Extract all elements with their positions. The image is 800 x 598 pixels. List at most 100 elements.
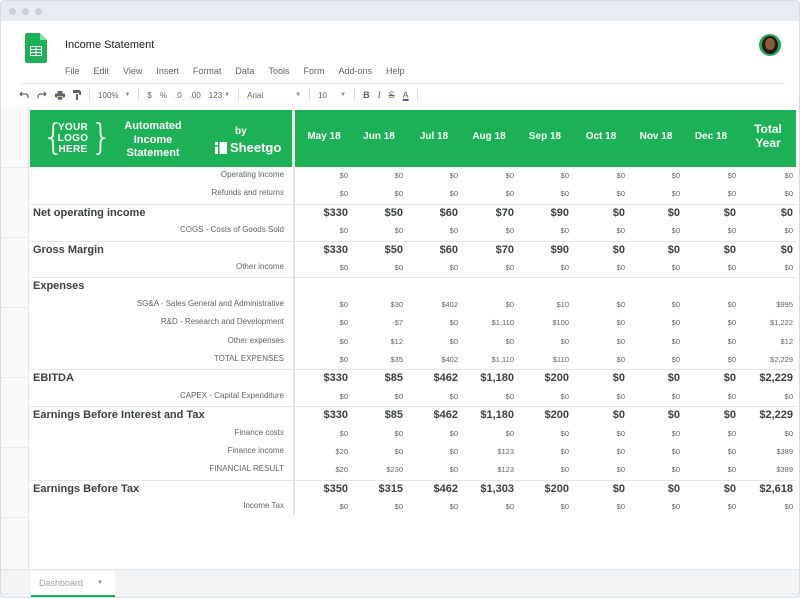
month-value-cell[interactable]: $0 — [723, 372, 736, 385]
window-dot-close[interactable] — [9, 7, 16, 15]
total-year-cell[interactable]: $389 — [776, 447, 793, 456]
month-value-cell[interactable]: $0 — [667, 372, 680, 385]
month-value-cell[interactable]: $0 — [616, 355, 625, 364]
statement-section-row[interactable]: Earnings Before Tax $350 $315 $462 $1,303 $20… — [30, 479, 796, 498]
total-year-cell[interactable]: $0 — [784, 171, 793, 180]
document-title[interactable]: Income Statement — [65, 39, 155, 51]
total-year-cell[interactable]: $995 — [776, 299, 793, 309]
month-value-cell[interactable]: $10 — [556, 299, 569, 309]
month-value-cell[interactable]: $315 — [378, 482, 403, 495]
month-value-cell[interactable]: $1,110 — [491, 318, 514, 328]
month-value-cell[interactable]: $0 — [727, 226, 736, 236]
month-value-cell[interactable]: $0 — [671, 171, 680, 180]
statement-section-row[interactable]: Earnings Before Interest and Tax $330 $85 $… — [30, 406, 796, 424]
month-value-cell[interactable]: $12 — [390, 336, 403, 346]
month-value-cell[interactable]: $0 — [339, 318, 348, 328]
total-year-cell[interactable]: $0 — [784, 263, 793, 272]
month-value-cell[interactable]: $200 — [544, 482, 569, 495]
month-value-cell[interactable]: $0 — [727, 447, 736, 456]
month-value-cell[interactable]: $230 — [386, 465, 403, 475]
month-value-cell[interactable]: $0 — [727, 336, 736, 346]
menu-tools[interactable]: Tools — [268, 66, 290, 76]
user-avatar[interactable] — [759, 34, 781, 56]
month-value-cell[interactable]: $0 — [394, 263, 403, 272]
statement-line-row[interactable]: Operating income $0 $0 $0 $0 $0 $0 $0 $0 $0 — [30, 167, 796, 185]
month-value-cell[interactable]: $0 — [723, 206, 736, 219]
statement-line-row[interactable]: Finance costs $0 $0 $0 $0 $0 $0 $0 $0 $0 — [30, 425, 796, 443]
month-value-cell[interactable]: $0 — [671, 391, 680, 401]
more-formats-button[interactable]: 123 ▼ — [205, 85, 234, 105]
month-value-cell[interactable]: $0 — [667, 206, 680, 219]
statement-section-row[interactable]: Net operating income $330 $50 $60 $70 $90 $0 $0… — [30, 203, 796, 222]
bold-button[interactable]: B — [363, 90, 370, 100]
month-value-cell[interactable]: $30 — [390, 299, 403, 309]
month-value-cell[interactable]: $0 — [723, 482, 736, 495]
statement-line-row[interactable]: Other expenses $0 $12 $0 $0 $0 $0 $0 $0 $12 — [30, 333, 796, 351]
month-value-cell[interactable]: $90 — [550, 206, 569, 219]
month-value-cell[interactable]: $0 — [505, 391, 514, 401]
menu-edit[interactable]: Edit — [93, 66, 110, 76]
menu-form[interactable]: Form — [303, 66, 325, 76]
month-value-cell[interactable]: $0 — [616, 447, 625, 456]
month-value-cell[interactable]: $0 — [671, 336, 680, 346]
month-value-cell[interactable]: $0 — [449, 428, 458, 438]
spreadsheet-grid[interactable]: { YOUR LOGO HERE } Automated Income Stat… — [1, 107, 799, 569]
month-value-cell[interactable]: $0 — [560, 336, 569, 346]
month-value-cell[interactable]: $70 — [495, 206, 514, 219]
month-value-cell[interactable]: $0 — [339, 226, 348, 236]
month-value-cell[interactable]: $0 — [727, 189, 736, 199]
month-value-cell[interactable]: $330 — [323, 409, 348, 422]
month-value-cell[interactable]: $0 — [339, 336, 348, 346]
month-value-cell[interactable]: $0 — [339, 263, 348, 272]
month-value-cell[interactable]: $0 — [612, 206, 625, 219]
month-value-cell[interactable]: $1,303 — [480, 482, 514, 495]
statement-line-row[interactable]: TOTAL EXPENSES $0 $35 $402 $1,110 $110 $0 $0 $0 $… — [30, 351, 796, 369]
month-value-cell[interactable]: $0 — [671, 263, 680, 272]
menu-data[interactable]: Data — [235, 66, 255, 76]
month-value-cell[interactable]: $0 — [727, 171, 736, 180]
month-value-cell[interactable]: $0 — [671, 189, 680, 199]
total-year-cell[interactable]: $0 — [784, 226, 793, 236]
month-value-cell[interactable]: $0 — [449, 263, 458, 272]
month-value-cell[interactable]: $110 — [552, 355, 569, 364]
month-value-cell[interactable]: $0 — [727, 318, 736, 328]
statement-line-row[interactable]: CAPEX - Capital Expenditure $0 $0 $0 $0 $0 $0 $… — [30, 388, 796, 406]
month-value-cell[interactable]: $0 — [671, 355, 680, 364]
month-value-cell[interactable]: $350 — [323, 482, 348, 495]
menu-insert[interactable]: Insert — [156, 66, 179, 76]
decrease-decimal-button[interactable]: .0 — [175, 90, 182, 100]
chevron-down-icon[interactable]: ▼ — [97, 580, 103, 586]
sheets-logo-icon[interactable] — [25, 33, 47, 63]
month-value-cell[interactable]: $0 — [505, 502, 514, 512]
month-value-cell[interactable]: $0 — [560, 502, 569, 512]
statement-line-row[interactable]: SG&A - Sales General and Administrative $… — [30, 296, 796, 314]
text-color-button[interactable]: A — [402, 90, 409, 100]
undo-icon[interactable] — [15, 85, 33, 105]
month-value-cell[interactable]: $0 — [449, 391, 458, 401]
percent-format-button[interactable]: % — [159, 90, 167, 100]
month-value-cell[interactable]: $0 — [616, 502, 625, 512]
month-value-cell[interactable]: $0 — [667, 409, 680, 422]
month-value-cell[interactable]: $200 — [544, 372, 569, 385]
total-year-cell[interactable]: $0 — [784, 189, 793, 199]
month-value-cell[interactable]: $1,180 — [480, 409, 514, 422]
month-value-cell[interactable]: $0 — [449, 502, 458, 512]
print-icon[interactable] — [51, 85, 69, 105]
month-value-cell[interactable]: $0 — [671, 447, 680, 456]
month-value-cell[interactable]: $0 — [339, 502, 348, 512]
month-value-cell[interactable]: $0 — [727, 465, 736, 475]
total-year-cell[interactable]: $2,229 — [759, 409, 793, 422]
month-value-cell[interactable]: $0 — [394, 391, 403, 401]
month-value-cell[interactable]: $90 — [550, 243, 569, 256]
month-value-cell[interactable]: $50 — [384, 206, 403, 219]
month-value-cell[interactable]: $0 — [339, 391, 348, 401]
menu-view[interactable]: View — [123, 66, 143, 76]
month-value-cell[interactable]: $330 — [323, 372, 348, 385]
month-value-cell[interactable]: $0 — [723, 409, 736, 422]
month-value-cell[interactable]: $70 — [495, 243, 514, 256]
month-value-cell[interactable]: $462 — [433, 482, 458, 495]
total-year-cell[interactable]: $2,229 — [759, 372, 793, 385]
currency-format-button[interactable]: $ — [147, 90, 152, 100]
statement-line-row[interactable]: Refunds and returns $0 $0 $0 $0 $0 $0 $0 $0 $0 — [30, 185, 796, 203]
month-value-cell[interactable]: $0 — [560, 428, 569, 438]
